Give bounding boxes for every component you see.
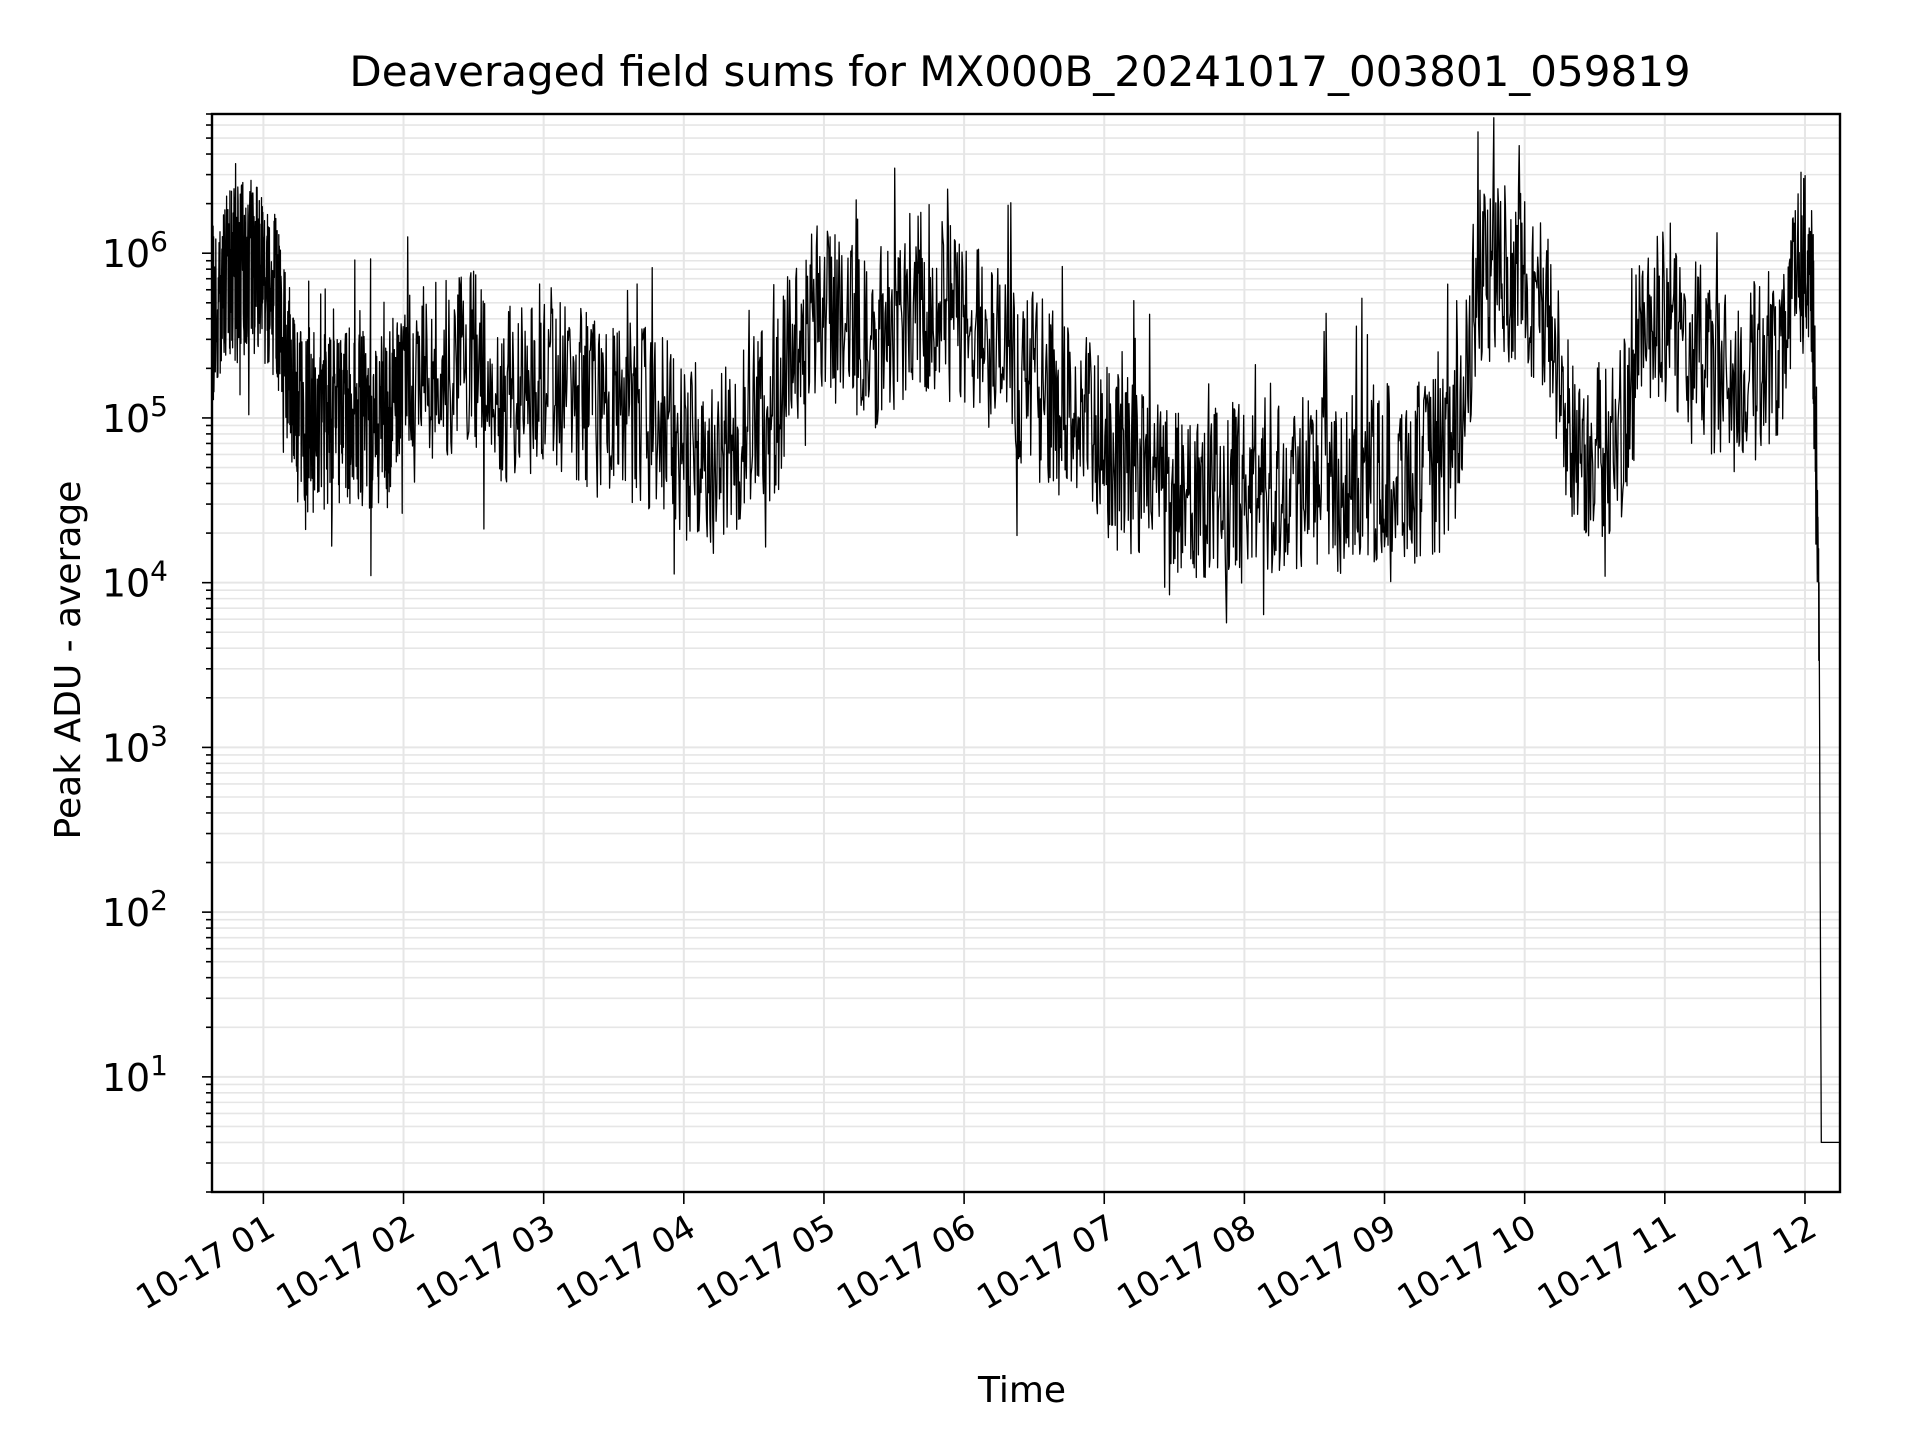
y-tick-base: 10	[102, 726, 150, 770]
y-tick-label: 103	[102, 719, 168, 770]
data-line-group	[211, 117, 1840, 1144]
x-tick-label: 10-17 09	[1251, 1207, 1403, 1318]
x-tick-label: 10-17 08	[1110, 1207, 1262, 1318]
y-tick-base: 10	[102, 891, 150, 935]
y-tick-base: 10	[102, 562, 150, 606]
y-tick-exponent: 1	[150, 1049, 168, 1082]
x-tick-label: 10-17 06	[830, 1207, 982, 1318]
x-tick-label: 10-17 03	[410, 1207, 562, 1318]
series-line	[211, 117, 1840, 1144]
y-tick-base: 10	[102, 1056, 150, 1100]
x-tick-label: 10-17 04	[550, 1207, 702, 1318]
y-tick-base: 10	[102, 232, 150, 276]
y-tick-exponent: 4	[150, 555, 168, 588]
x-tick-label: 10-17 05	[690, 1207, 842, 1318]
y-tick-exponent: 5	[150, 390, 168, 423]
y-tick-label: 101	[102, 1049, 168, 1100]
x-tick-label: 10-17 12	[1671, 1207, 1823, 1318]
y-tick-exponent: 6	[150, 225, 168, 258]
y-tick-label: 102	[102, 884, 168, 935]
y-tick-exponent: 2	[150, 884, 168, 917]
grid-lines	[212, 113, 1840, 1193]
plot-frame	[210, 112, 1842, 1194]
chart-title: Deaveraged field sums for MX000B_2024101…	[349, 47, 1690, 96]
y-tick-base: 10	[102, 397, 150, 441]
x-tick-label: 10-17 10	[1391, 1207, 1543, 1318]
x-tick-label: 10-17 01	[129, 1207, 281, 1318]
y-tick-exponent: 3	[150, 719, 168, 752]
x-tick-label: 10-17 11	[1531, 1207, 1683, 1318]
y-tick-label: 105	[102, 390, 168, 441]
x-axis-label: Time	[977, 1370, 1066, 1411]
x-tick-label: 10-17 02	[270, 1207, 422, 1318]
x-tick-label: 10-17 07	[970, 1207, 1122, 1318]
y-tick-label: 104	[102, 555, 168, 606]
y-axis-label: Peak ADU - average	[48, 481, 89, 840]
y-tick-label: 106	[102, 225, 168, 276]
